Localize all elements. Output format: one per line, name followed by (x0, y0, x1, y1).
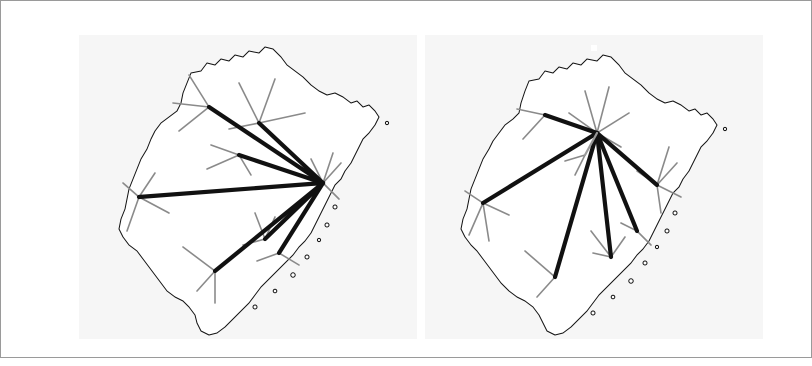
island (316, 237, 322, 243)
island (628, 278, 634, 284)
weak-link (228, 122, 260, 130)
strong-link (136, 180, 326, 200)
island (332, 204, 338, 210)
island (590, 310, 596, 316)
weak-link (516, 108, 546, 116)
island (664, 228, 670, 234)
weak-link (322, 162, 342, 184)
weak-link (592, 252, 612, 258)
weak-link (322, 152, 334, 184)
weak-link (322, 182, 340, 200)
weak-link (656, 184, 682, 198)
island (290, 272, 296, 278)
medium-link (583, 131, 599, 157)
island (722, 126, 728, 132)
weak-link (522, 114, 546, 140)
weak-link (238, 154, 252, 176)
weak-link (210, 144, 240, 156)
weak-link (188, 74, 210, 108)
weak-link (536, 276, 556, 298)
weak-link (278, 252, 300, 266)
weak-link (126, 196, 140, 232)
strong-link (542, 112, 600, 136)
weak-link (656, 184, 662, 214)
strong-link (594, 130, 640, 234)
island (642, 260, 648, 266)
weak-link (254, 212, 266, 240)
map-panel-right (425, 35, 763, 339)
strong-link (594, 130, 614, 260)
island (324, 222, 330, 228)
weak-link (172, 102, 210, 108)
weak-link (610, 236, 626, 258)
weak-link (656, 162, 678, 186)
weak-link (464, 190, 484, 204)
strong-link (206, 104, 326, 186)
strong-link (262, 180, 326, 242)
weak-link (596, 112, 630, 134)
island (384, 120, 390, 126)
island (272, 288, 278, 294)
weak-link (468, 202, 484, 236)
weak-link (564, 154, 586, 162)
region-outline (118, 46, 380, 336)
region-outline (460, 54, 718, 336)
weak-links (464, 86, 682, 298)
island (591, 45, 597, 51)
weak-link (206, 154, 240, 170)
strong-link (552, 130, 600, 280)
island (672, 210, 678, 216)
weak-link (122, 182, 140, 198)
island (252, 304, 258, 310)
weak-link (596, 86, 610, 134)
weak-link (182, 246, 216, 272)
strong-link (480, 130, 600, 206)
weak-link (656, 146, 670, 186)
weak-link (196, 270, 216, 292)
island (304, 254, 310, 260)
island (610, 294, 616, 300)
map-panel-left (79, 35, 417, 339)
figure-frame (0, 0, 812, 358)
weak-link (574, 154, 586, 176)
weak-link (584, 90, 598, 134)
weak-link (138, 172, 156, 198)
weak-link (258, 112, 306, 124)
weak-link (138, 196, 170, 214)
network-map-right (460, 45, 728, 336)
weak-link (636, 230, 652, 246)
strong-links (480, 112, 660, 280)
strong-link (236, 152, 326, 186)
weak-link (258, 78, 276, 124)
weak-link (256, 252, 280, 262)
weak-links (122, 74, 342, 304)
island (654, 244, 660, 250)
weak-link (524, 250, 556, 278)
weak-link (590, 230, 612, 258)
strong-link (594, 130, 660, 188)
strong-link (256, 120, 326, 186)
weak-link (178, 106, 210, 132)
network-map-left (118, 46, 390, 336)
strong-links (136, 104, 326, 274)
strong-link (276, 180, 326, 256)
weak-link (482, 202, 510, 216)
weak-link (238, 82, 260, 124)
weak-link (482, 202, 490, 242)
